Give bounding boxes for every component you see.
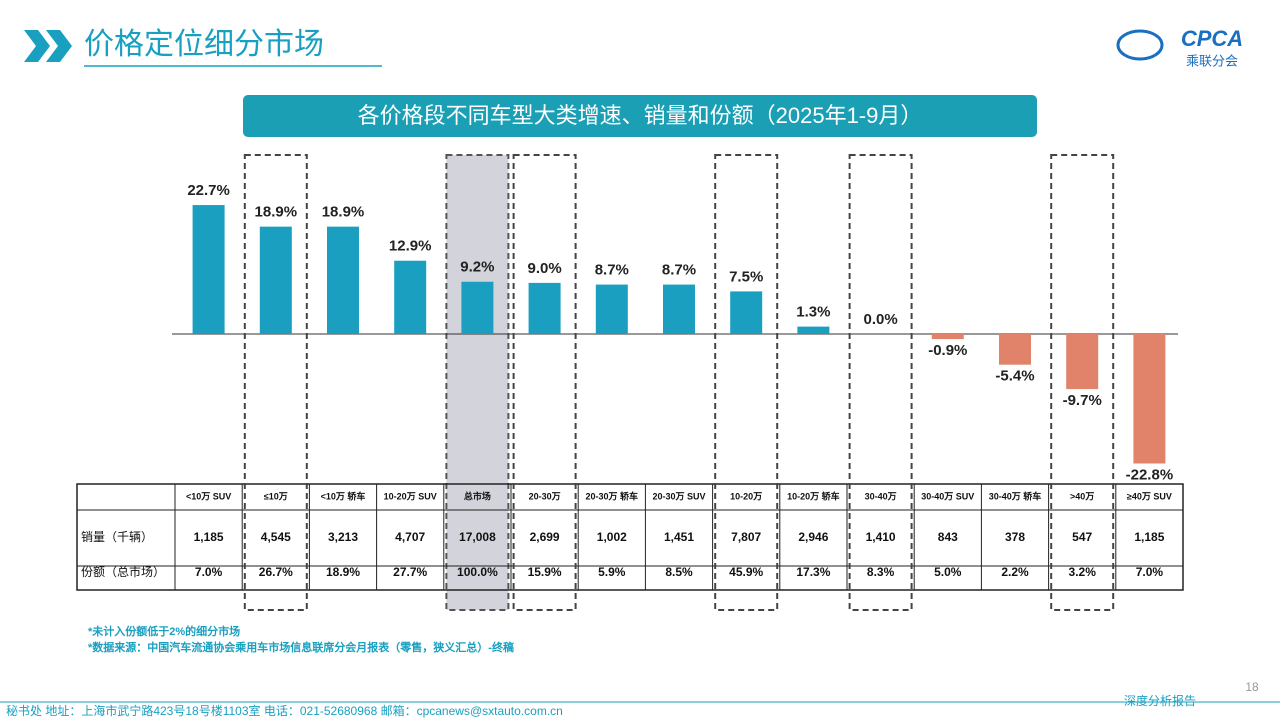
chevrons: [24, 30, 72, 62]
dashed-outline: [243, 154, 308, 611]
logo-mark: [1116, 29, 1164, 61]
value-label: -5.4%: [995, 368, 1034, 385]
value-label: 22.7%: [187, 182, 230, 199]
value-label: 9.0%: [527, 260, 561, 277]
table-cell: 378: [1005, 530, 1025, 544]
table-cell: 2,699: [530, 530, 560, 544]
column-header: 20-30万 SUV: [652, 491, 705, 501]
table-cell: 1,410: [866, 530, 896, 544]
bar: [1133, 334, 1166, 464]
page-title: 价格定位细分市场: [84, 28, 324, 61]
table-cell: 45.9%: [729, 565, 763, 579]
shaded-column: [445, 154, 510, 611]
table-cell: 7.0%: [1136, 565, 1164, 579]
bar: [595, 284, 628, 334]
column-header: 30-40万 轿车: [989, 490, 1042, 501]
logo-sub: 乘联分会: [1186, 53, 1238, 68]
column-header: ≤10万: [264, 491, 288, 501]
table-cell: 26.7%: [259, 565, 293, 579]
row-label: 销量（千辆）: [81, 530, 153, 544]
table-cell: 7,807: [731, 530, 761, 544]
value-label: 0.0%: [863, 311, 897, 328]
table-cell: 5.9%: [598, 565, 626, 579]
table-cell: 3.2%: [1069, 565, 1097, 579]
column-header: <10万 轿车: [321, 490, 366, 501]
value-label: 18.9%: [322, 204, 365, 221]
value-label: 12.9%: [389, 238, 432, 255]
value-label: -0.9%: [928, 342, 967, 359]
table-cell: 7.0%: [195, 565, 223, 579]
value-label: 8.7%: [595, 262, 629, 279]
value-label: 7.5%: [729, 268, 763, 285]
bar: [528, 282, 561, 334]
column-header: 20-30万: [529, 491, 561, 501]
bar: [663, 284, 695, 334]
table-cell: 4,707: [395, 530, 425, 544]
bar: [999, 334, 1031, 365]
table-cell: 17,008: [459, 530, 496, 544]
column-header: 20-30万 轿车: [586, 490, 639, 501]
table-cell: 17.3%: [796, 565, 830, 579]
dashed-outline: [512, 154, 577, 611]
value-label: 9.2%: [460, 259, 494, 276]
bar: [259, 226, 292, 334]
value-label: 18.9%: [255, 204, 298, 221]
column-header: 30-40万 SUV: [921, 491, 974, 501]
table-cell: 18.9%: [326, 565, 360, 579]
column-header: ≥40万 SUV: [1127, 491, 1172, 501]
table-cell: 547: [1072, 530, 1092, 544]
table-cell: 4,545: [261, 530, 291, 544]
table-cell: 843: [938, 530, 958, 544]
table-cell: 8.5%: [665, 565, 693, 579]
footer-address: 秘书处 地址：上海市武宁路423号18号楼1103室 电话：021-526809…: [6, 703, 563, 718]
table-cell: 1,185: [194, 530, 224, 544]
table-cell: 1,451: [664, 530, 694, 544]
column-header: 30-40万: [865, 491, 897, 501]
bar: [461, 281, 494, 334]
table-cell: 15.9%: [528, 565, 562, 579]
column-header: 总市场: [464, 490, 491, 501]
table-cell: 2,946: [798, 530, 828, 544]
column-header: 10-20万 轿车: [787, 490, 840, 501]
bar: [1066, 334, 1099, 390]
value-label: -9.7%: [1063, 392, 1102, 409]
value-label: -22.8%: [1126, 466, 1174, 483]
bar: [797, 326, 830, 334]
column-header: 10-20万: [730, 491, 762, 501]
table-cell: 3,213: [328, 530, 358, 544]
note: *未计入份额低于2%的细分市场: [88, 624, 240, 638]
table-cell: 1,002: [597, 530, 627, 544]
logo-text: CPCA: [1181, 26, 1243, 51]
column-header: >40万: [1070, 491, 1094, 501]
bar: [327, 226, 359, 334]
table-cell: 5.0%: [934, 565, 962, 579]
bar: [730, 291, 763, 334]
table-cell: 2.2%: [1001, 565, 1029, 579]
column-header: 10-20万 SUV: [384, 491, 437, 501]
row-label: 份额（总市场）: [81, 564, 165, 579]
chart-title: 各价格段不同车型大类增速、销量和份额（2025年1-9月）: [358, 103, 923, 128]
dashed-outline: [714, 154, 779, 611]
table-cell: 1,185: [1134, 530, 1164, 544]
page-number: 18: [1245, 680, 1259, 694]
chart-title-bar: [243, 95, 1037, 137]
bar: [394, 260, 427, 334]
column-header: <10万 SUV: [186, 491, 231, 501]
bar: [192, 205, 225, 334]
dashed-outline: [848, 154, 913, 611]
dashed-outline: [1050, 154, 1115, 611]
value-label: 1.3%: [796, 304, 830, 321]
table-cell: 8.3%: [867, 565, 895, 579]
bar: [931, 334, 964, 340]
footer-label: 深度分析报告: [1124, 693, 1196, 708]
table-cell: 100.0%: [457, 565, 498, 579]
value-label: 8.7%: [662, 262, 696, 279]
table-cell: 27.7%: [393, 565, 427, 579]
chart-layer: 22.7% 18.9% 18.9% 12.9% 9.2% 9.0% 8.7% 8.7% 7.5%…: [76, 154, 1184, 611]
note: *数据来源：中国汽车流通协会乘用车市场信息联席分会月报表（零售，狭义汇总）-终稿: [88, 640, 514, 654]
